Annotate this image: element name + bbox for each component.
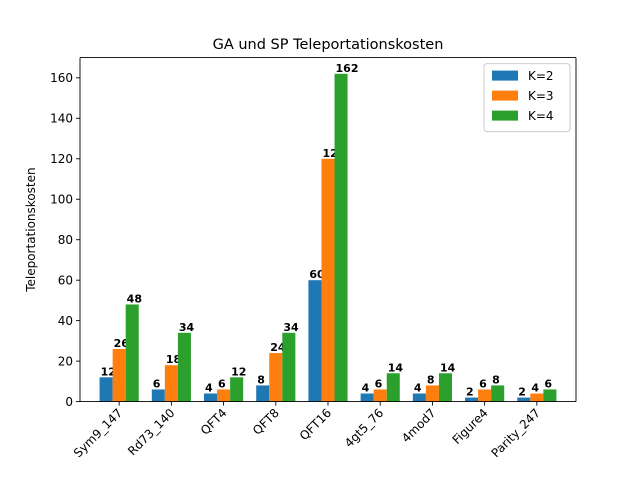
x-tick-label: 4gt5_76 — [342, 406, 386, 450]
bar-k4-qft16 — [334, 73, 348, 402]
bar-k3-sym9_147 — [112, 348, 126, 402]
bar-value-label: 162 — [336, 62, 359, 75]
bar-value-label: 6 — [153, 377, 161, 390]
bar-value-label: 8 — [492, 373, 500, 386]
bar-k2-qft4 — [204, 393, 218, 402]
legend-label: K=3 — [528, 89, 554, 103]
y-tick-label: 60 — [58, 273, 73, 287]
bar-value-label: 4 — [531, 382, 539, 395]
bar-value-label: 60 — [309, 268, 325, 281]
bar-k3-4gt5_76 — [373, 389, 387, 402]
y-tick-label: 140 — [50, 112, 73, 126]
x-tick-label: 4mod7 — [399, 406, 439, 446]
y-tick-label: 80 — [58, 233, 73, 247]
bar-k3-qft16 — [321, 158, 335, 402]
bar-k3-qft8 — [269, 353, 283, 402]
bar-k3-parity_247 — [530, 393, 544, 402]
bar-k2-qft16 — [308, 280, 322, 402]
bar-value-label: 6 — [375, 377, 383, 390]
bar-value-label: 14 — [388, 361, 404, 374]
bar-value-label: 4 — [362, 382, 370, 395]
bar-k4-4mod7 — [438, 373, 452, 402]
legend-swatch — [492, 90, 518, 101]
bar-value-label: 12 — [101, 365, 116, 378]
y-tick-label: 40 — [58, 314, 73, 328]
x-tick-label: Figure4 — [450, 406, 491, 447]
legend-label: K=4 — [528, 109, 554, 123]
bar-value-label: 6 — [544, 377, 552, 390]
bar-k4-figure4 — [491, 385, 505, 402]
x-tick-label: Sym9_147 — [71, 406, 125, 460]
bar-k2-qft8 — [256, 385, 270, 402]
bar-value-label: 24 — [270, 341, 286, 354]
bar-value-label: 4 — [205, 382, 213, 395]
bar-k4-rd73_140 — [177, 332, 191, 402]
bar-k2-4gt5_76 — [360, 393, 374, 402]
y-tick-label: 0 — [65, 395, 73, 409]
bar-k4-parity_247 — [543, 389, 557, 402]
bar-value-label: 8 — [427, 373, 435, 386]
bar-value-label: 14 — [440, 361, 456, 374]
y-tick-label: 160 — [50, 71, 73, 85]
bar-value-label: 12 — [231, 365, 246, 378]
legend-label: K=2 — [528, 69, 554, 83]
bar-value-label: 2 — [518, 386, 526, 399]
chart-title: GA und SP Teleportationskosten — [213, 37, 444, 53]
bar-k2-4mod7 — [412, 393, 426, 402]
x-tick-label: QFT8 — [250, 406, 282, 438]
bar-value-label: 8 — [257, 373, 265, 386]
y-axis-title: Teleportationskosten — [24, 167, 38, 292]
x-tick-label: Parity_247 — [488, 406, 542, 460]
bar-value-label: 34 — [179, 321, 195, 334]
bar-value-label: 2 — [466, 386, 474, 399]
y-tick-label: 120 — [50, 152, 73, 166]
bar-value-label: 18 — [166, 353, 181, 366]
bar-value-label: 26 — [114, 337, 130, 350]
x-tick-label: QFT4 — [198, 406, 230, 438]
x-tick-label: Rd73_140 — [125, 406, 177, 458]
bar-value-label: 6 — [479, 377, 487, 390]
bar-value-label: 4 — [414, 382, 422, 395]
bar-k4-sym9_147 — [125, 304, 139, 402]
bar-k2-figure4 — [465, 397, 479, 402]
bar-k2-sym9_147 — [99, 377, 113, 402]
bar-k4-4gt5_76 — [386, 373, 400, 402]
bar-k2-parity_247 — [517, 397, 531, 402]
legend-swatch — [492, 110, 518, 121]
bar-k3-qft4 — [217, 389, 231, 402]
bar-value-label: 34 — [283, 321, 299, 334]
bar-k3-4mod7 — [425, 385, 439, 402]
bar-value-label: 6 — [218, 377, 226, 390]
bar-k4-qft4 — [230, 377, 244, 402]
bar-value-label: 48 — [127, 292, 142, 305]
bar-k4-qft8 — [282, 332, 296, 402]
bar-k3-rd73_140 — [164, 365, 178, 402]
bar-k3-figure4 — [478, 389, 492, 402]
y-tick-label: 100 — [50, 192, 73, 206]
bar-k2-rd73_140 — [151, 389, 165, 402]
x-tick-label: QFT16 — [297, 406, 334, 443]
y-tick-label: 20 — [58, 354, 73, 368]
legend: K=2 K=3 K=4 — [483, 63, 571, 133]
legend-swatch — [492, 70, 518, 81]
